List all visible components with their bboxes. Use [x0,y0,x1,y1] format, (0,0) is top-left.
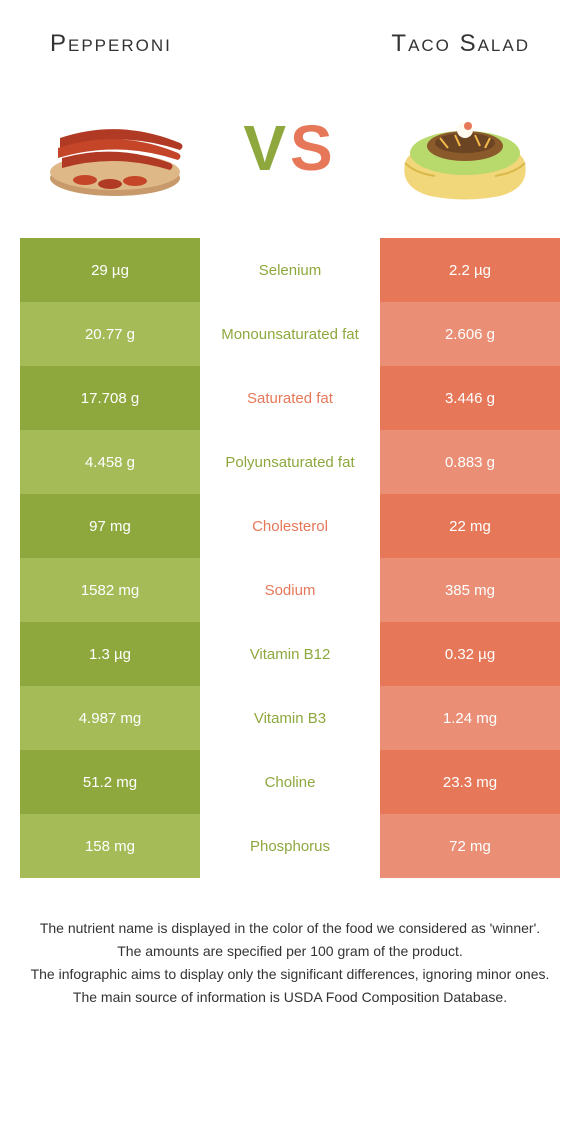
footer-notes: The nutrient name is displayed in the co… [0,878,580,1008]
vs-section: VS [0,78,580,238]
right-value: 1.24 mg [380,686,560,750]
table-row: 158 mgPhosphorus72 mg [20,814,560,878]
table-row: 4.458 gPolyunsaturated fat0.883 g [20,430,560,494]
table-row: 1.3 µgVitamin B120.32 µg [20,622,560,686]
footer-line-1: The nutrient name is displayed in the co… [30,918,550,939]
right-value: 0.883 g [380,430,560,494]
table-row: 17.708 gSaturated fat3.446 g [20,366,560,430]
right-value: 3.446 g [380,366,560,430]
vs-label: VS [243,111,336,185]
left-food-title: Pepperoni [50,30,172,58]
left-value: 1582 mg [20,558,200,622]
table-row: 97 mgCholesterol22 mg [20,494,560,558]
infographic-container: Pepperoni Taco Salad VS [0,0,580,1008]
right-value: 0.32 µg [380,622,560,686]
vs-s-letter: S [290,111,337,185]
nutrient-label: Vitamin B3 [200,686,380,750]
left-value: 17.708 g [20,366,200,430]
table-row: 1582 mgSodium385 mg [20,558,560,622]
right-value: 23.3 mg [380,750,560,814]
footer-line-2: The amounts are specified per 100 gram o… [30,941,550,962]
vs-v-letter: V [243,111,290,185]
right-food-title: Taco Salad [391,30,530,58]
table-row: 4.987 mgVitamin B31.24 mg [20,686,560,750]
pepperoni-image [30,88,200,208]
nutrient-label: Phosphorus [200,814,380,878]
nutrient-label: Saturated fat [200,366,380,430]
header: Pepperoni Taco Salad [0,0,580,78]
nutrient-label: Monounsaturated fat [200,302,380,366]
nutrient-label: Vitamin B12 [200,622,380,686]
left-value: 20.77 g [20,302,200,366]
nutrient-label: Polyunsaturated fat [200,430,380,494]
nutrient-label: Sodium [200,558,380,622]
table-row: 29 µgSelenium2.2 µg [20,238,560,302]
left-value: 4.987 mg [20,686,200,750]
left-value: 97 mg [20,494,200,558]
footer-line-4: The main source of information is USDA F… [30,987,550,1008]
nutrient-label: Selenium [200,238,380,302]
left-value: 29 µg [20,238,200,302]
left-value: 51.2 mg [20,750,200,814]
nutrient-label: Choline [200,750,380,814]
right-value: 72 mg [380,814,560,878]
footer-line-3: The infographic aims to display only the… [30,964,550,985]
left-value: 4.458 g [20,430,200,494]
right-value: 385 mg [380,558,560,622]
table-row: 20.77 gMonounsaturated fat2.606 g [20,302,560,366]
taco-salad-image [380,88,550,208]
right-value: 2.2 µg [380,238,560,302]
right-value: 2.606 g [380,302,560,366]
nutrient-table: 29 µgSelenium2.2 µg20.77 gMonounsaturate… [0,238,580,878]
left-value: 1.3 µg [20,622,200,686]
nutrient-label: Cholesterol [200,494,380,558]
right-value: 22 mg [380,494,560,558]
left-value: 158 mg [20,814,200,878]
table-row: 51.2 mgCholine23.3 mg [20,750,560,814]
